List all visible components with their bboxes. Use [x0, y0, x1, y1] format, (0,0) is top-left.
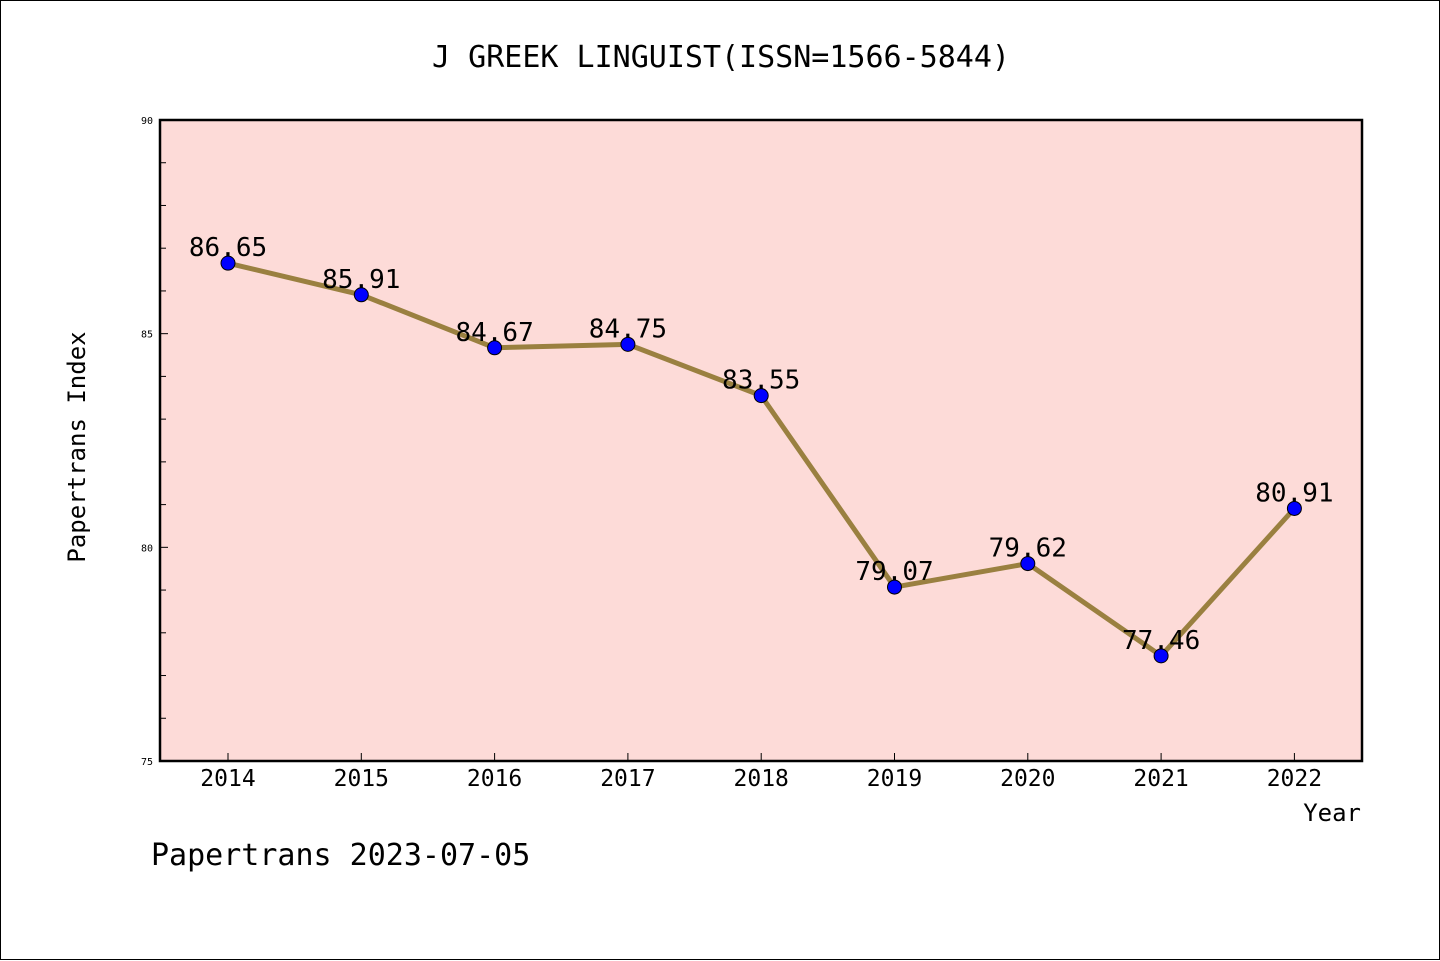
data-label: 84.67 — [455, 318, 533, 348]
data-label: 84.75 — [589, 314, 667, 344]
y-axis-label: Papertrans Index — [63, 331, 91, 562]
data-point — [353, 287, 369, 303]
x-tick-label: 2018 — [734, 766, 789, 792]
y-tick-label: 85 — [141, 330, 153, 341]
x-tick-label: 2014 — [200, 766, 255, 792]
y-tick-label: 80 — [141, 543, 153, 554]
y-tick-label: 75 — [141, 757, 153, 768]
data-label: 80.91 — [1255, 478, 1333, 508]
x-tick-label: 2021 — [1133, 766, 1188, 792]
footer-stamp: Papertrans 2023-07-05 — [151, 838, 530, 873]
x-tick-label: 2022 — [1267, 766, 1322, 792]
data-point — [620, 336, 636, 352]
data-label: 85.91 — [322, 265, 400, 295]
plot-area — [158, 118, 1364, 763]
x-tick-label: 2020 — [1000, 766, 1055, 792]
data-label: 83.55 — [722, 366, 800, 396]
x-tick-label: 2015 — [334, 766, 389, 792]
x-tick-label: 2016 — [467, 766, 522, 792]
data-point — [887, 579, 902, 595]
chart-title: J GREEK LINGUIST(ISSN=1566-5844) — [432, 40, 1010, 75]
series-layer — [220, 255, 1302, 664]
data-point — [1020, 556, 1036, 572]
data-label: 79.62 — [989, 534, 1067, 564]
y-tick-label: 90 — [141, 116, 153, 127]
data-label: 86.65 — [189, 233, 267, 263]
data-label: 79.07 — [855, 557, 933, 587]
y-axis: 75 80 85 90 — [141, 116, 168, 768]
data-point — [1286, 500, 1302, 516]
x-tick-label: 2019 — [867, 766, 922, 792]
data-point — [1153, 648, 1169, 664]
x-tick-label: 2017 — [600, 766, 655, 792]
data-point — [487, 340, 503, 356]
data-label: 77.46 — [1122, 626, 1200, 656]
x-axis-label: Year — [1303, 799, 1361, 827]
data-point — [753, 388, 769, 404]
data-label-layer: 86.65 85.91 84.67 84.75 83.55 79.07 79.62 77.46… — [189, 233, 1334, 656]
data-point — [220, 255, 236, 271]
x-axis: 2014 2015 2016 2017 2018 2019 2020 2021 2022 — [200, 753, 1322, 792]
